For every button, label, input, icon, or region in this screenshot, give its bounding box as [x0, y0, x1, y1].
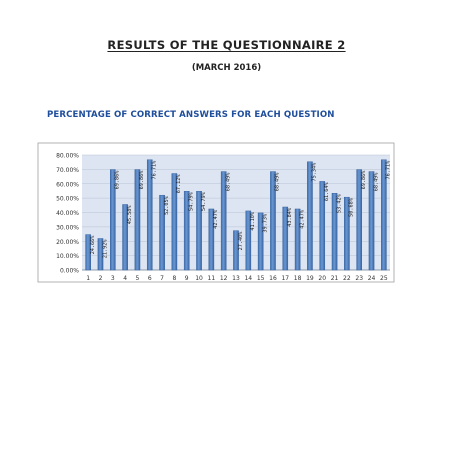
y-tick-label: 70.00%: [56, 167, 79, 174]
data-label: 67.12%: [176, 174, 182, 194]
x-tick-label: 25: [380, 275, 388, 282]
x-tick-label: 18: [294, 275, 302, 282]
bar: [307, 161, 313, 271]
bar: [196, 191, 202, 271]
y-tick-label: 20.00%: [56, 239, 79, 246]
bar: [245, 210, 252, 271]
bar: [171, 173, 178, 271]
bar: [331, 193, 338, 271]
data-label: 24.66%: [90, 235, 96, 255]
y-tick-label: 60.00%: [56, 181, 79, 188]
y-tick-label: 50.00%: [56, 196, 79, 203]
bar: [294, 208, 301, 271]
bar: [282, 206, 289, 271]
bar: [85, 234, 91, 271]
x-tick-label: 22: [343, 275, 351, 282]
bar: [344, 196, 350, 271]
bar: [208, 208, 215, 271]
bar: [381, 159, 387, 271]
bar: [319, 181, 326, 271]
x-tick-label: 2: [99, 275, 103, 282]
data-label: 54.79%: [201, 191, 207, 211]
data-label: 69.86%: [361, 170, 367, 190]
x-tick-label: 17: [281, 275, 289, 282]
bar: [122, 204, 128, 271]
y-tick-label: 40.00%: [56, 210, 79, 217]
x-tick-label: 6: [148, 275, 152, 282]
x-tick-label: 1: [86, 275, 90, 282]
data-label: 43.84%: [287, 207, 293, 227]
x-tick-label: 8: [172, 275, 176, 282]
x-tick-label: 7: [160, 275, 164, 282]
data-label: 39.73%: [262, 213, 268, 233]
bar: [146, 159, 153, 271]
x-tick-label: 5: [136, 275, 140, 282]
x-tick-label: 12: [220, 275, 228, 282]
x-tick-label: 4: [123, 275, 127, 282]
bar: [356, 169, 362, 271]
data-label: 54.79%: [189, 191, 195, 211]
y-tick-label: 10.00%: [56, 253, 79, 260]
bar: [110, 169, 116, 271]
data-label: 42.47%: [299, 209, 305, 229]
chart-title: PERCENTAGE OF CORRECT ANSWERS FOR EACH Q…: [47, 110, 335, 120]
x-tick-label: 21: [331, 275, 339, 282]
data-label: 68.49%: [373, 172, 379, 192]
bar: [159, 194, 165, 271]
data-label: 52.05%: [164, 195, 170, 215]
x-tick-label: 15: [257, 275, 265, 282]
x-tick-label: 10: [195, 275, 203, 282]
bar: [220, 171, 227, 271]
bar: [233, 230, 239, 271]
data-label: 42.47%: [213, 209, 219, 229]
bar: [134, 169, 141, 271]
x-tick-label: 23: [355, 275, 363, 282]
data-label: 45.58%: [127, 205, 133, 225]
bar: [257, 212, 264, 271]
data-label: 68.49%: [225, 172, 231, 192]
y-tick-label: 80.00%: [56, 153, 79, 160]
data-label: 69.86%: [139, 170, 145, 190]
data-label: 27.40%: [238, 231, 244, 251]
page-title: RESULTS OF THE QUESTIONNAIRE 2: [107, 38, 346, 52]
bar: [97, 238, 104, 271]
x-tick-label: 24: [368, 275, 376, 282]
data-label: 76.71%: [152, 160, 158, 180]
x-tick-label: 19: [306, 275, 314, 282]
x-tick-label: 16: [269, 275, 277, 282]
data-label: 68.49%: [275, 172, 281, 192]
x-tick-label: 3: [111, 275, 115, 282]
x-tick-label: 20: [318, 275, 326, 282]
data-label: 21.92%: [102, 239, 108, 259]
bar: [368, 171, 375, 271]
x-tick-label: 14: [244, 275, 252, 282]
page-subtitle: (MARCH 2016): [191, 63, 262, 73]
data-label: 75.34%: [312, 162, 318, 182]
data-label: 61.64%: [324, 182, 330, 202]
x-tick-label: 9: [185, 275, 189, 282]
data-label: 76.71%: [386, 160, 392, 180]
x-tick-label: 11: [208, 275, 216, 282]
bar: [183, 191, 190, 271]
y-tick-label: 30.00%: [56, 224, 79, 231]
y-tick-label: 0.00%: [60, 268, 79, 275]
data-label: 69.86%: [115, 170, 121, 190]
data-label: 53.42%: [336, 193, 342, 213]
data-label: 50.68%: [349, 197, 355, 217]
x-tick-label: 13: [232, 275, 240, 282]
bar: [270, 171, 276, 271]
data-label: 41.10%: [250, 211, 256, 231]
